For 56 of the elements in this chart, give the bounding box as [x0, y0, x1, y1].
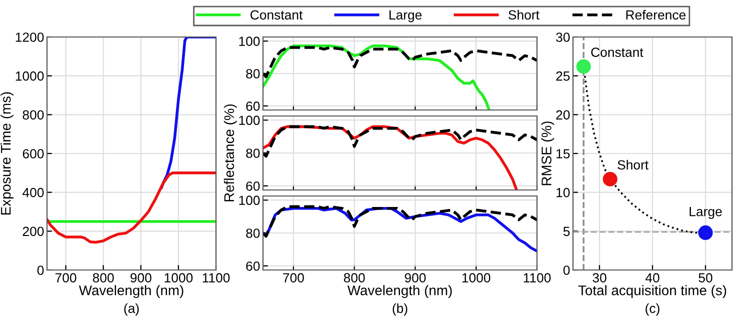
y-tick-label: 25 — [556, 71, 570, 81]
annotation: Constant — [591, 48, 644, 57]
x-tick-label: 700 — [55, 273, 76, 282]
legend-label: Short — [508, 10, 540, 20]
text: (a) — [124, 303, 139, 316]
x-axis-title: Wavelength (nm) — [78, 285, 184, 298]
x-tick-label: 900 — [130, 273, 152, 282]
x-tick-label: 1000 — [164, 273, 193, 282]
y-tick-label: 5 — [563, 226, 570, 236]
y-tick-label: 80 — [246, 228, 260, 238]
text: (c) — [646, 303, 660, 316]
x-tick-label: 1100 — [524, 273, 551, 282]
x-axis-title: Wavelength (nm) — [347, 285, 452, 298]
x-tick-label: 1000 — [462, 273, 490, 282]
line-series — [263, 44, 490, 110]
line-series — [160, 37, 216, 189]
x-tick-label: 800 — [92, 273, 114, 282]
y-tick-label: 100 — [239, 36, 260, 46]
y-tick-label: 100 — [239, 196, 260, 206]
y-tick-label: 20 — [556, 110, 570, 120]
y-tick-label: 60 — [246, 261, 260, 271]
x-tick-label: 800 — [344, 273, 365, 282]
x-tick-label: 700 — [283, 273, 304, 282]
line-series — [263, 205, 537, 238]
y-tick-label: 60 — [246, 181, 260, 191]
y-axis-title: Exposure Time (ms) — [0, 92, 14, 214]
x-tick-label: 900 — [404, 273, 426, 282]
x-axis-title: Total acquisition time (s) — [578, 285, 726, 298]
y-tick-label: 400 — [22, 188, 44, 198]
y-tick-label: 60 — [246, 102, 260, 111]
y-tick-label: 15 — [556, 149, 570, 158]
y-axis-title: RMSE (%) — [541, 122, 554, 186]
y-tick-label: 800 — [22, 110, 44, 120]
text: (b) — [392, 303, 408, 316]
x-tick-label: 30 — [592, 273, 606, 282]
y-tick-label: 0 — [37, 266, 44, 275]
y-tick-label: 10 — [556, 188, 570, 198]
x-tick-label: 40 — [645, 273, 660, 282]
y-tick-label: 600 — [22, 149, 44, 158]
y-tick-label: 1200 — [16, 32, 44, 42]
y-tick-label: 80 — [246, 148, 260, 158]
y-tick-label: 100 — [239, 116, 260, 126]
annotation: Short — [618, 160, 648, 170]
y-tick-label: 0 — [563, 266, 570, 275]
y-axis-title: Reflectance (%) — [224, 104, 237, 202]
x-tick-label: 1100 — [202, 273, 230, 282]
y-tick-label: 30 — [556, 32, 570, 42]
legend-label: Constant — [250, 10, 303, 20]
y-tick-label: 80 — [246, 69, 260, 78]
legend-label: Reference — [626, 10, 686, 20]
line-series — [47, 172, 216, 244]
annotation: Large — [690, 207, 722, 219]
y-tick-label: 1000 — [16, 71, 44, 81]
x-tick-label: 50 — [698, 273, 712, 282]
legend-label: Large — [390, 10, 422, 22]
y-tick-label: 200 — [22, 226, 44, 236]
